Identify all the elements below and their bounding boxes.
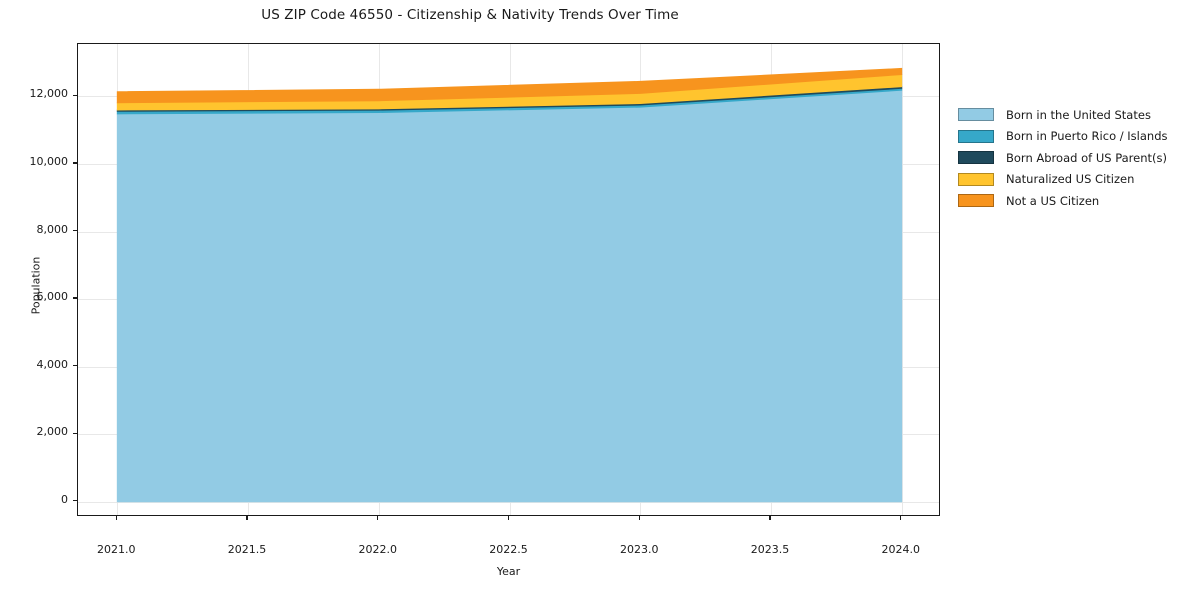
- x-tick-label: 2022.0: [358, 543, 397, 556]
- gridline-vertical: [901, 44, 903, 515]
- y-tick-label: 0: [61, 492, 68, 506]
- x-tick-mark: [769, 516, 771, 520]
- x-tick-label: 2021.5: [227, 543, 267, 556]
- legend-label: Born Abroad of US Parent(s): [1006, 150, 1167, 165]
- x-tick-mark: [377, 516, 379, 520]
- y-tick-mark: [73, 94, 77, 96]
- y-tick-mark: [73, 365, 77, 367]
- area-band: [116, 67, 903, 104]
- plot-inner: [78, 44, 939, 515]
- y-tick-label: 10,000: [29, 154, 69, 168]
- y-tick-mark: [73, 432, 77, 434]
- legend-color-swatch: [958, 151, 994, 165]
- legend-color-swatch: [958, 129, 994, 143]
- legend-item[interactable]: Born in the United States: [958, 104, 1168, 126]
- y-tick-label: 6,000: [36, 290, 69, 304]
- gridline-horizontal: [78, 501, 939, 503]
- x-tick-mark: [507, 516, 510, 520]
- plot-area: [77, 43, 940, 516]
- y-tick-label: 4,000: [36, 357, 69, 371]
- chart-title: US ZIP Code 46550 - Citizenship & Nativi…: [261, 7, 679, 23]
- x-tick-mark: [638, 516, 640, 520]
- x-tick-label: 2023.0: [620, 543, 659, 556]
- y-tick-mark: [73, 162, 77, 164]
- y-axis-label: Population: [29, 256, 43, 315]
- legend-color-swatch: [958, 172, 994, 186]
- x-tick-label: 2022.5: [489, 543, 528, 556]
- y-tick-label: 2,000: [36, 425, 69, 439]
- x-axis-label: Year: [496, 565, 521, 578]
- legend-label: Born in the United States: [1006, 107, 1151, 122]
- area-band: [116, 89, 903, 503]
- legend-color-swatch: [958, 108, 994, 122]
- y-tick-mark: [73, 229, 77, 232]
- x-tick-label: 2024.0: [881, 543, 921, 556]
- x-tick-label: 2021.0: [96, 543, 136, 556]
- stacked-area-series: [116, 67, 903, 503]
- legend-item[interactable]: Born in Puerto Rico / Islands: [958, 126, 1168, 148]
- y-tick-mark: [73, 297, 77, 299]
- chart-legend: Born in the United States Born in Puerto …: [958, 104, 1168, 212]
- legend-color-swatch: [958, 194, 994, 208]
- legend-label: Born in Puerto Rico / Islands: [1006, 129, 1168, 144]
- legend-item[interactable]: Not a US Citizen: [958, 190, 1168, 212]
- legend-item[interactable]: Born Abroad of US Parent(s): [958, 147, 1168, 169]
- legend-label: Naturalized US Citizen: [1006, 172, 1135, 187]
- x-tick-mark: [900, 516, 902, 520]
- x-tick-label: 2023.5: [750, 543, 790, 556]
- y-tick-label: 12,000: [29, 87, 69, 101]
- legend-label: Not a US Citizen: [1006, 193, 1100, 208]
- y-tick-label: 8,000: [36, 222, 69, 236]
- y-tick-mark: [73, 500, 77, 502]
- x-tick-mark: [246, 516, 248, 520]
- x-tick-mark: [115, 516, 117, 520]
- legend-item[interactable]: Naturalized US Citizen: [958, 169, 1168, 191]
